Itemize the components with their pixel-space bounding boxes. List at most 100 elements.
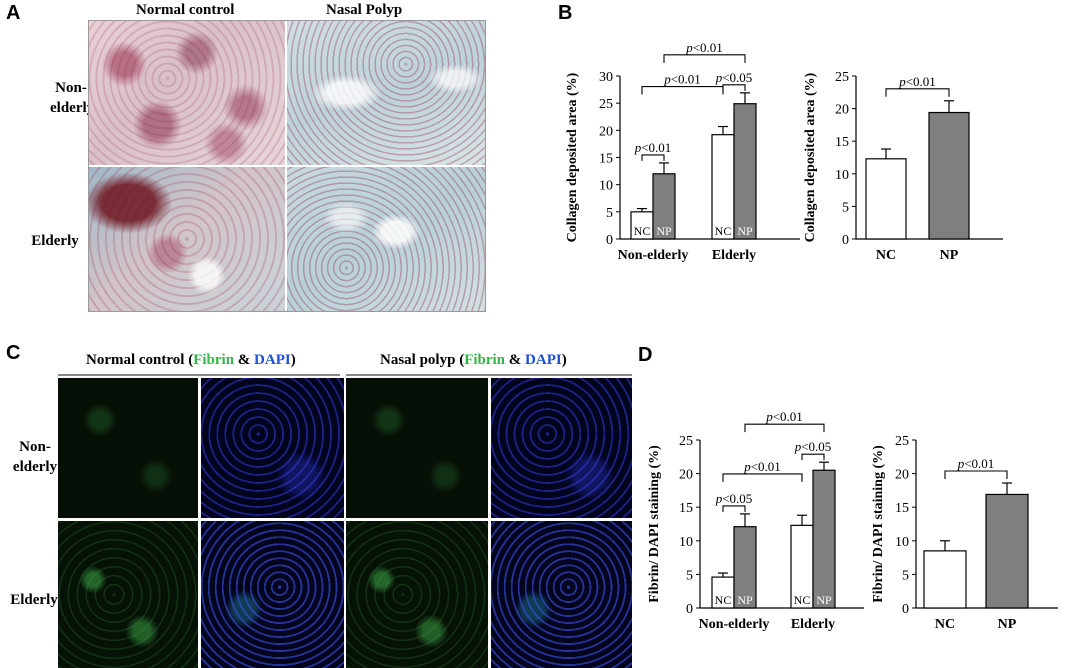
chart-b-ylabel: Collagen deposited area (%) [565,72,580,242]
chart-d2-ylabel: Fibrin/ DAPI staining (%) [871,445,886,603]
chart-b-ytick-label: 15 [599,152,613,167]
chart-b-ytick-label: 0 [606,233,613,248]
micrograph-np-elderly [287,167,485,311]
chart-d-np-bar [812,469,836,609]
fluor-nc-elderly-fibrin [58,521,198,668]
chart-d2-category-label: NP [998,617,1017,632]
chart-b-sig-label: p<0.01 [634,140,672,155]
chart-d-sig-bracket [722,505,746,512]
chart-d-ytick-label: 25 [679,434,693,449]
panel-c-letter: C [6,342,21,364]
chart-d2-ytick-label: 25 [895,434,909,449]
chart-d2-np-bar [985,493,1029,609]
chart-b-group-label: Elderly [712,248,756,263]
chart-d-grouped: 0 5 10 15 20 25 Fibrin/ DAPI staining (%) NC NP N… [647,409,864,632]
micrograph-nc-elderly [89,167,285,311]
chart-d-np-bar-label: NP [816,593,832,607]
chart-b2-ytick-label: 0 [842,233,849,248]
chart-d-sig-bracket [722,473,803,482]
chart-d2-ytick-label: 15 [895,501,909,516]
chart-b-ytick-label: 30 [599,70,613,85]
chart-d2-category-label: NC [935,617,955,632]
panel-c-image-grid [58,378,632,668]
fluor-np-elderly-fibrin [346,521,488,668]
chart-b-sig-label: p<0.01 [685,40,723,55]
fluor-nc-non-elderly-dapi [201,378,344,518]
panel-c-row-elderly: Elderly [10,592,58,608]
panel-a-image-grid [88,20,486,312]
chart-b2-ytick-label: 20 [835,103,849,118]
chart-d-ytick-label: 20 [679,468,693,483]
fluor-nc-non-elderly-fibrin [58,378,198,518]
fluor-np-non-elderly-dapi [491,378,632,518]
chart-b-np-bar-label: NP [656,224,672,238]
panel-c-row-non-elderly: Non-elderly [12,439,58,475]
chart-d-simple: 0 5 10 15 20 25 Fibrin/ DAPI staining (%) NC NP p… [871,434,1058,632]
chart-d-ytick-label: 15 [679,501,693,516]
panel-c-header-normal-control: Normal control (Fibrin & DAPI) [86,352,296,368]
chart-d-ytick-label: 10 [679,535,693,550]
panel-a-header-nasal-polyp: Nasal Polyp [326,2,403,18]
chart-b-sig-bracket [641,154,665,161]
chart-d2-ytick-label: 20 [895,468,909,483]
panel-a-header-normal-control: Normal control [136,2,235,18]
chart-b2-ytick-label: 5 [842,200,849,215]
chart-d2-ytick-label: 10 [895,535,909,550]
chart-b-group-label: Non-elderly [618,248,689,263]
chart-b-np-bar [733,103,757,240]
fluor-nc-elderly-dapi [201,521,344,668]
chart-d-ytick-label: 5 [686,568,693,583]
chart-b2-category-label: NP [940,248,959,263]
panel-c-divider-left [58,374,340,376]
chart-b-sig-label: p<0.01 [663,72,701,87]
chart-b-grouped: 0 5 10 15 20 25 30 Collagen deposited area (%) N… [565,40,800,263]
panel-c-header-nasal-polyp: Nasal polyp (Fibrin & DAPI) [380,352,567,368]
chart-b2-sig-label: p<0.01 [898,74,936,89]
chart-d2-sig-bracket [944,470,1008,480]
chart-d2-nc-bar [923,550,967,609]
chart-d-ytick-label: 0 [686,602,693,617]
micrograph-np-non-elderly [287,21,485,165]
chart-b-sig-bracket [663,54,746,63]
chart-b2-sig-bracket [885,88,950,97]
chart-d-group-label: Non-elderly [699,617,770,632]
chart-d-nc-bar-label: NC [715,593,732,607]
chart-b-ytick-label: 25 [599,97,613,112]
chart-d2-ytick-label: 5 [902,568,909,583]
chart-b-simple: 0 5 10 15 20 25 Collagen deposited area (%) NC N… [803,70,1003,263]
chart-d-sig-label: p<0.05 [715,491,753,506]
panel-a-letter: A [6,2,21,24]
chart-b-np-bar-label: NP [737,224,753,238]
chart-b-ytick-label: 5 [606,206,613,221]
panel-b-letter: B [558,2,573,24]
chart-b2-category-label: NC [876,248,896,263]
chart-d-sig-label: p<0.01 [765,409,803,424]
chart-b-sig-bracket [641,85,724,95]
chart-b-sig-label: p<0.05 [715,70,753,85]
panel-a-row-elderly: Elderly [31,233,79,249]
micrograph-nc-non-elderly [89,21,285,165]
chart-b-ytick-label: 20 [599,124,613,139]
chart-b2-ylabel: Collagen deposited area (%) [803,72,818,242]
chart-b2-np-bar [928,111,970,240]
panel-c-divider-right [346,374,632,376]
chart-b-nc-bar-label: NC [715,224,732,238]
chart-d2-ytick-label: 0 [902,602,909,617]
chart-d-group-label: Elderly [791,617,835,632]
chart-b-sig-bracket [722,84,746,91]
chart-d-np-bar-label: NP [737,593,753,607]
chart-b-nc-bar-label: NC [634,224,651,238]
chart-b2-ytick-label: 10 [835,168,849,183]
chart-b2-ytick-label: 15 [835,135,849,150]
panel-a-row-non-elderly: Non-elderly [50,80,95,116]
fluor-np-non-elderly-fibrin [346,378,488,518]
chart-b-ytick-label: 10 [599,179,613,194]
chart-d-nc-bar-label: NC [794,593,811,607]
chart-d2-sig-label: p<0.01 [957,456,995,471]
chart-d-sig-bracket [744,423,825,433]
chart-b2-ytick-label: 25 [835,70,849,85]
chart-d-sig-label: p<0.01 [743,459,781,474]
panel-d-letter: D [638,344,653,366]
chart-d-sig-label: p<0.05 [794,439,832,454]
chart-d-sig-bracket [801,453,825,461]
